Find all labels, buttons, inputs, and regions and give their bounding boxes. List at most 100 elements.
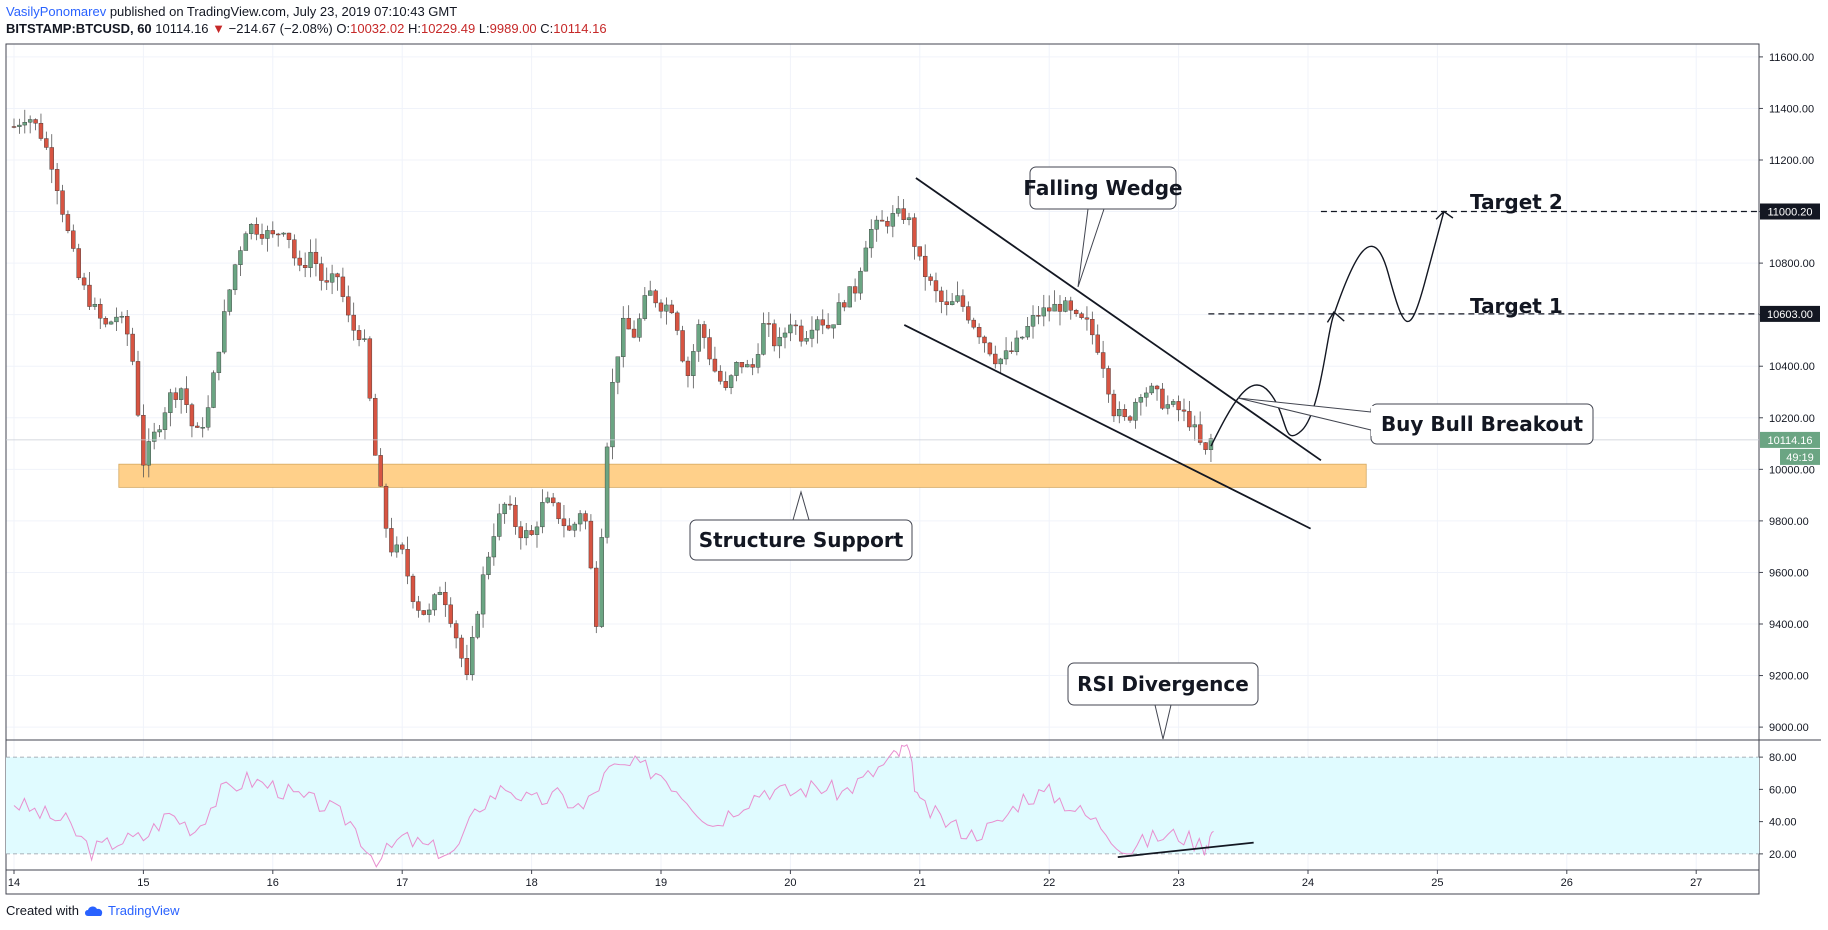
candle-up [906,217,912,220]
candle-up [1020,336,1025,339]
candle-up [955,295,960,302]
falling-wedge-label-box [1029,166,1177,210]
candle-up [27,119,33,123]
rsi-tick-label: 40.00 [1769,817,1797,829]
rsi-line [13,744,1214,868]
candle-down [1100,352,1106,369]
candle-up [863,247,869,272]
open-value: 10032.02 [350,21,405,36]
candle-up [836,302,842,325]
y-tick-label: 9600.00 [1769,567,1809,579]
x-tick-label: 26 [1561,877,1573,889]
x-tick-label: 14 [8,877,20,889]
candle-up [847,286,852,308]
candle-up [92,304,98,307]
candle-down [712,358,718,372]
candle-down [971,319,976,328]
candle-up [238,250,243,265]
candle-up [1171,401,1176,405]
candle-down [680,330,685,362]
candle-down [879,219,885,222]
rsi-divergence-label: RSI Divergence [1077,672,1249,696]
y-tick-label: 11600.00 [1769,52,1814,64]
candle-down [917,246,922,257]
support-zone-layer [118,463,1367,488]
candle-up [243,233,249,251]
candle-down [518,526,524,539]
candle-up [815,319,820,331]
candle-down [297,257,302,266]
candle-down [1046,307,1052,312]
falling-wedge-label: Falling Wedge [1023,176,1182,200]
candle-down [825,324,831,329]
candle-down [529,530,534,535]
tradingview-link[interactable]: TradingView [83,903,180,918]
candle-up [119,316,125,318]
candle-down [173,392,178,400]
x-tick-label: 16 [267,877,279,889]
candle-up [1192,424,1197,428]
candle-down [286,232,292,240]
candle-up [1165,404,1171,409]
target2-price-tag: 11000.20 [1767,207,1812,219]
candle-up [949,301,955,305]
rsi-divergence-label-pointer [1154,704,1172,740]
candle-down [54,169,60,191]
candle-up [599,537,604,627]
candle-down [38,122,44,139]
candle-down [982,336,987,344]
candle-down [594,567,599,627]
x-tick-label: 17 [396,877,408,889]
candle-up [470,637,475,675]
candle-up [1138,397,1144,403]
candle-down [550,497,556,504]
candle-up [540,502,545,528]
candle-down [987,342,993,355]
publish-date: published on TradingView.com, July 23, 2… [109,4,458,19]
candle-down [103,318,108,325]
candle-up [858,270,863,294]
candle-down [389,528,394,553]
x-tick-label: 21 [914,877,926,889]
footer: Created with TradingView [6,903,180,918]
candle-down [798,325,804,342]
candle-down [507,503,513,506]
candle-down [1057,303,1063,312]
symbol-label[interactable]: BITSTAMP:BTCUSD, 60 [6,21,152,36]
candle-down [313,251,319,264]
rsi-tick-label: 80.00 [1769,752,1797,764]
candle-up [222,311,227,353]
candle-up [178,388,184,400]
axes-layer: 11600.0011400.0011200.0011000.0010800.00… [6,52,1820,889]
candle-up [281,232,286,235]
candle-down [685,360,691,376]
candle-down [588,520,594,569]
candle-down [631,328,637,338]
x-tick-label: 23 [1172,877,1184,889]
candle-down [1127,416,1133,421]
rsi-tick-label: 60.00 [1769,784,1797,796]
candle-up [745,364,750,368]
rsi-divergence-label-box [1067,662,1259,706]
candle-up [22,122,27,126]
created-with-label: Created with [6,903,79,918]
candle-up [1063,300,1068,312]
candle-up [502,503,507,515]
y-tick-label: 10400.00 [1769,361,1815,373]
candle-up [728,375,734,388]
candle-down [189,404,195,427]
candle-down [561,518,567,527]
candle-up [577,513,583,525]
structure-support-label-box [689,519,913,561]
candle-up [200,427,205,429]
candle-up [426,609,432,615]
candle-down [567,525,572,531]
candle-down [928,276,933,281]
candle-down [464,658,470,675]
candle-down [44,138,49,148]
price-change: −214.67 (−2.08%) [228,21,333,36]
author-link[interactable]: VasilyPonomarev [6,4,107,19]
candle-down [400,544,405,550]
annotation-labels: Falling Wedge Structure Support Buy Bull B… [689,166,1594,740]
